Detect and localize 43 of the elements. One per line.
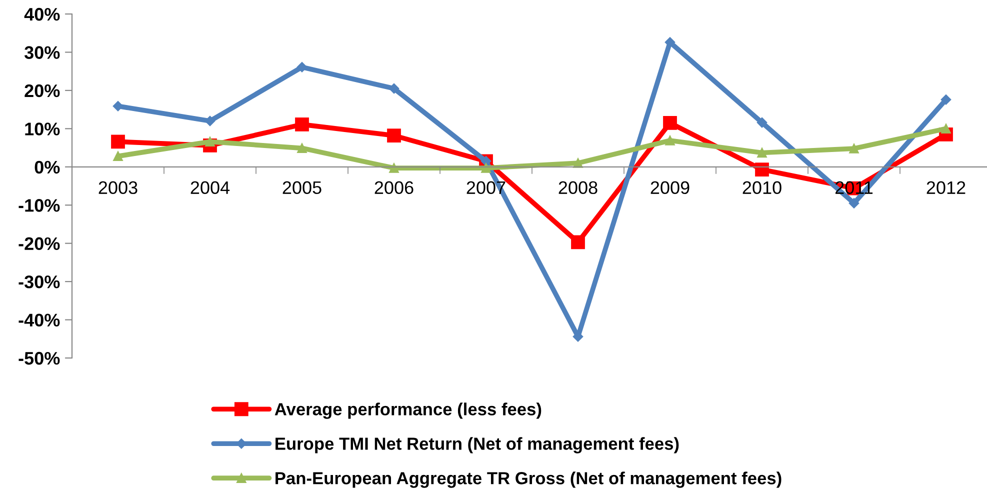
y-tick-label: -50% — [18, 352, 60, 365]
legend-label: Pan-European Aggregate TR Gross (Net of management fees) — [276, 472, 782, 488]
point — [940, 94, 952, 105]
point — [481, 163, 491, 173]
x-tick-label: 2008 — [558, 181, 598, 194]
y-tick-label: -30% — [18, 275, 60, 288]
y-tick-label: 20% — [24, 84, 60, 98]
point — [571, 235, 585, 250]
x-tick-label: 2012 — [926, 181, 966, 194]
legend-label: Europe TMI Net Return (Net of management fees) — [276, 437, 679, 454]
y-tick-label: -10% — [18, 199, 60, 212]
x-tick-label: 2009 — [650, 181, 690, 194]
point — [113, 151, 123, 162]
y-tick-label: -20% — [18, 237, 60, 250]
point — [296, 62, 308, 72]
point — [849, 144, 859, 154]
point — [204, 116, 216, 126]
x-tick-label: 2005 — [282, 181, 322, 194]
point — [387, 128, 401, 142]
point — [389, 163, 399, 173]
point — [112, 101, 124, 112]
y-tick-label: 10% — [25, 122, 60, 136]
y-tick-label: 30% — [24, 46, 60, 59]
x-tick-label: 2010 — [742, 181, 782, 194]
point — [941, 124, 951, 134]
point — [755, 162, 769, 177]
x-tick-label: 2003 — [98, 181, 138, 194]
point — [297, 143, 307, 154]
x-tick-label: 2006 — [374, 181, 414, 194]
point — [665, 136, 675, 146]
point — [664, 37, 676, 48]
y-tick-label: -40% — [18, 314, 60, 326]
point — [295, 118, 309, 132]
x-tick-label: 2004 — [190, 181, 230, 194]
point — [756, 117, 768, 128]
y-tick-label: 40% — [24, 8, 60, 21]
point — [388, 83, 400, 94]
y-tick-label: 0% — [34, 160, 60, 174]
legend-label: Average performance (less fees) — [274, 402, 542, 419]
point — [663, 116, 677, 130]
point — [757, 148, 767, 158]
point — [848, 198, 860, 208]
point — [111, 134, 125, 149]
